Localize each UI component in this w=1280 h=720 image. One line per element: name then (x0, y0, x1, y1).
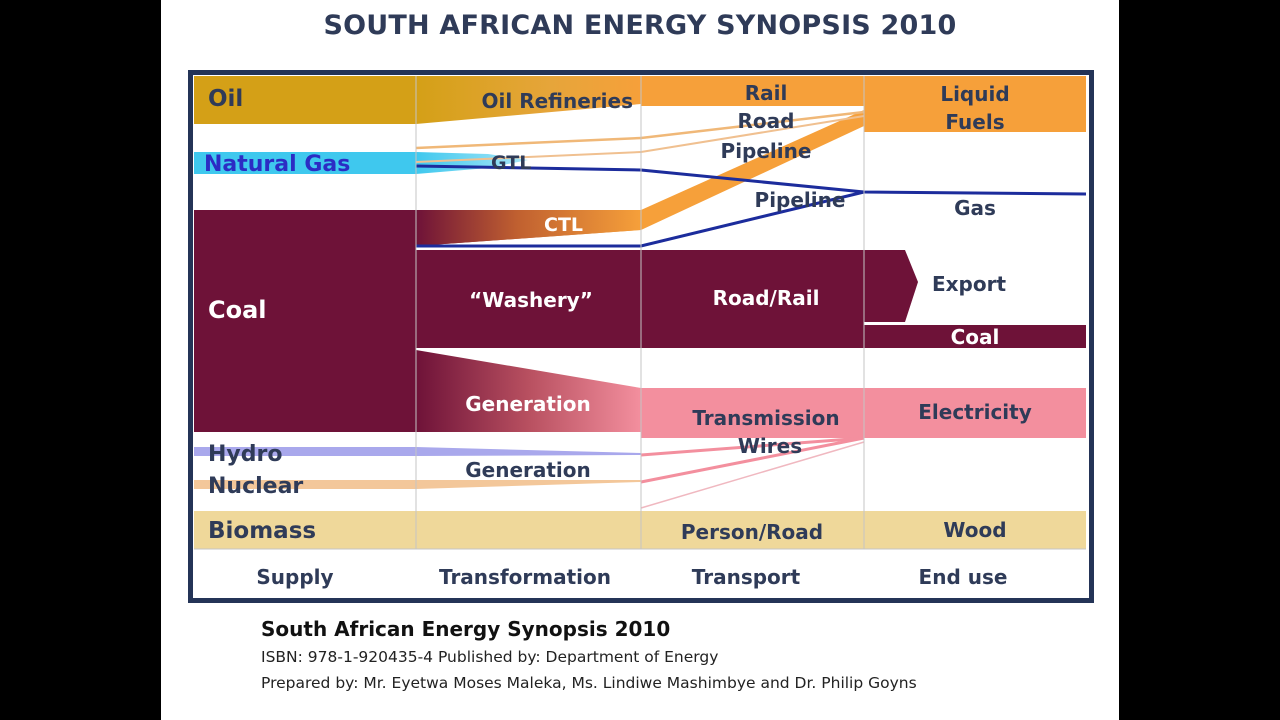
supply-oil-label: Oil (208, 86, 243, 112)
liquid-fuels-label-line1: Liquid (940, 82, 1009, 106)
coal-block (194, 210, 416, 432)
person-road-label: Person/Road (681, 520, 823, 544)
hydro-generation-flow (416, 447, 641, 456)
generation-coal-flow (416, 350, 641, 432)
caption-title: South African Energy Synopsis 2010 (261, 617, 671, 641)
ctl-label: CTL (544, 214, 583, 236)
hydro-wire (640, 436, 865, 457)
column-supply-label: Supply (256, 565, 333, 589)
supply-biomass-label: Biomass (208, 518, 316, 544)
hydro-band (194, 447, 416, 456)
oil-refineries-flow (416, 76, 641, 124)
transmission-label: Transmission (692, 406, 839, 430)
oil-refineries-label: Oil Refineries (482, 89, 633, 113)
slide-title: SOUTH AFRICAN ENERGY SYNOPSIS 2010 (323, 10, 957, 41)
caption-prepared-line: Prepared by: Mr. Eyetwa Moses Maleka, Ms… (261, 674, 917, 692)
road-line-2-src (415, 151, 642, 163)
energy-flow-diagram: Oil Natural Gas Coal Hydro Nuclear Bioma… (188, 70, 1094, 603)
coal-end-label: Coal (951, 325, 1000, 349)
road-rail-flow (641, 250, 864, 348)
slide: SOUTH AFRICAN ENERGY SYNOPSIS 2010 (161, 0, 1119, 720)
washery-label: “Washery” (469, 288, 593, 312)
export-arrow (864, 250, 918, 322)
oil-band (194, 76, 416, 124)
pipeline-fuel-label: Pipeline (721, 139, 812, 163)
pipeline-gas-label: Pipeline (755, 188, 846, 212)
column-transport-label: Transport (692, 565, 801, 589)
liquid-fuels-band (864, 106, 1086, 132)
supply-coal-label: Coal (208, 296, 267, 324)
ctl-pipeline-flow (641, 110, 864, 230)
road-line-1-src (415, 136, 642, 150)
column-end-use-label: End use (919, 565, 1008, 589)
coal-end-band (864, 325, 1086, 348)
supply-nuclear-label: Nuclear (208, 474, 303, 499)
road-line-2 (640, 115, 865, 153)
washery-flow (416, 250, 641, 348)
gas-end-label: Gas (954, 196, 996, 220)
gas-pipeline-line (415, 164, 1087, 196)
thin-wire (640, 441, 865, 509)
generation-hydro-nuclear-label: Generation (465, 458, 591, 482)
ctl-flow (416, 210, 641, 246)
natural-gas-band (194, 152, 416, 174)
export-label: Export (932, 272, 1006, 296)
gtl-label: GTL (491, 152, 531, 174)
diagram-frame (188, 70, 1094, 603)
rail-label: Rail (745, 81, 788, 105)
generation-coal-label: Generation (465, 392, 591, 416)
column-transformation-label: Transformation (439, 565, 611, 589)
energy-flow-svg: Oil Natural Gas Coal Hydro Nuclear Bioma… (188, 70, 1094, 603)
road-label: Road (738, 109, 795, 133)
supply-hydro-label: Hydro (208, 442, 282, 467)
supply-natural-gas-label: Natural Gas (204, 152, 350, 177)
road-line-1 (640, 110, 865, 140)
caption-isbn-line: ISBN: 978-1-920435-4 Published by: Depar… (261, 648, 719, 666)
road-rail-label: Road/Rail (713, 286, 820, 310)
wood-label: Wood (943, 518, 1006, 542)
nuclear-generation-flow (416, 480, 641, 489)
nuclear-wire (640, 436, 865, 484)
biomass-band (194, 511, 1086, 549)
electricity-label: Electricity (918, 400, 1032, 424)
nuclear-band (194, 480, 416, 489)
liquid-fuels-label-line2: Fuels (945, 110, 1004, 134)
caption-block: South African Energy Synopsis 2010 ISBN:… (261, 614, 1101, 696)
wires-label: Wires (738, 434, 802, 458)
